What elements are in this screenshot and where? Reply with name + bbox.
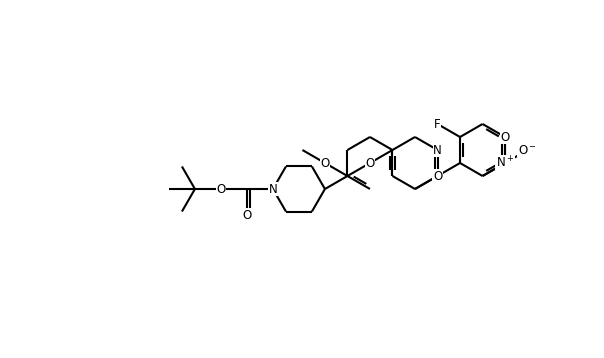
Text: F: F: [434, 117, 441, 131]
Text: O: O: [433, 169, 442, 183]
Text: O: O: [501, 131, 510, 144]
Text: N: N: [433, 144, 442, 156]
Text: O: O: [365, 156, 374, 169]
Text: O$^-$: O$^-$: [518, 144, 537, 156]
Text: N$^+$: N$^+$: [496, 155, 515, 171]
Text: O: O: [216, 183, 225, 195]
Text: O: O: [320, 156, 330, 169]
Text: O: O: [242, 208, 251, 222]
Text: N: N: [269, 183, 277, 195]
